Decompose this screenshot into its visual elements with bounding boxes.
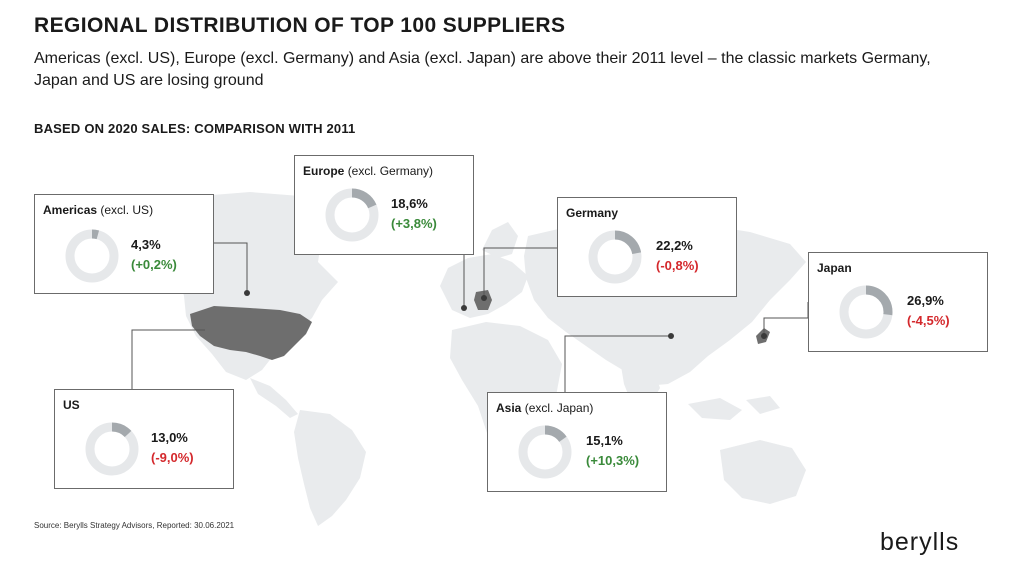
share-value: 22,2% — [656, 238, 693, 253]
share-value: 18,6% — [391, 196, 428, 211]
share-value: 13,0% — [151, 430, 188, 445]
donut-share-arc — [85, 422, 139, 476]
region-label: Japan — [817, 261, 852, 275]
share-value: 15,1% — [586, 433, 623, 448]
connector-dots — [244, 290, 767, 339]
section-label: BASED ON 2020 SALES: COMPARISON WITH 201… — [34, 121, 356, 136]
share-donut — [588, 230, 642, 284]
share-donut — [85, 422, 139, 476]
page-title: REGIONAL DISTRIBUTION OF TOP 100 SUPPLIE… — [34, 14, 566, 37]
share-donut — [518, 425, 572, 479]
change-value: (-0,8%) — [656, 258, 699, 273]
share-donut — [325, 188, 379, 242]
donut-share-arc — [588, 230, 642, 284]
region-box-japan: Japan 26,9% (-4,5%) — [808, 252, 988, 352]
region-label: Americas (excl. US) — [43, 203, 154, 217]
region-label: Europe (excl. Germany) — [303, 164, 434, 178]
donut-share-arc — [839, 285, 893, 339]
region-label: Asia (excl. Japan) — [496, 401, 594, 415]
region-box-germany: Germany 22,2% (-0,8%) — [557, 197, 737, 297]
source-note: Source: Berylls Strategy Advisors, Repor… — [34, 521, 235, 530]
page-subtitle: Americas (excl. US), Europe (excl. Germa… — [34, 50, 931, 89]
region-box-us: US 13,0% (-9,0%) — [54, 389, 234, 489]
change-value: (+0,2%) — [131, 257, 177, 272]
change-value: (-9,0%) — [151, 450, 194, 465]
donut-share-arc — [518, 425, 572, 479]
change-value: (+3,8%) — [391, 216, 437, 231]
share-value: 4,3% — [131, 237, 161, 252]
region-label: US — [63, 398, 80, 412]
donut-share-arc — [65, 229, 119, 283]
change-value: (-4,5%) — [907, 313, 950, 328]
connector-lines — [131, 242, 809, 392]
region-box-americas: Americas (excl. US) 4,3% (+0,2%) — [34, 194, 214, 294]
region-box-asia: Asia (excl. Japan) 15,1% (+10,3%) — [487, 392, 667, 492]
brand-logo: berylls — [880, 528, 960, 556]
change-value: (+10,3%) — [586, 453, 640, 468]
region-label: Germany — [566, 206, 619, 220]
share-donut — [839, 285, 893, 339]
share-donut — [65, 229, 119, 283]
donut-share-arc — [325, 188, 379, 242]
us-highlight — [190, 306, 312, 360]
region-box-europe: Europe (excl. Germany) 18,6% (+3,8%) — [294, 155, 474, 255]
share-value: 26,9% — [907, 293, 944, 308]
donut-track — [65, 229, 119, 283]
